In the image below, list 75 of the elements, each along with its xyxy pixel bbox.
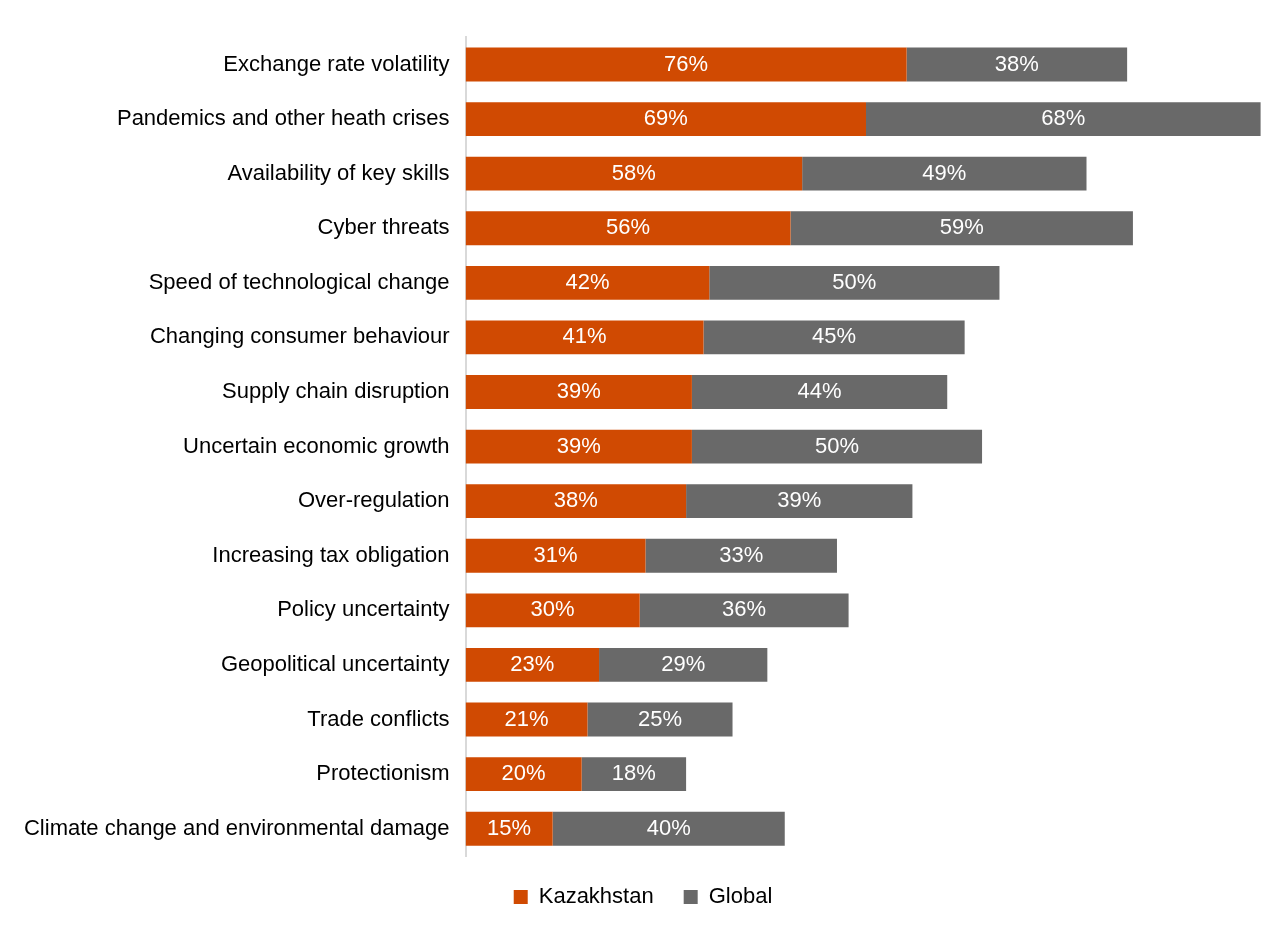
data-label: 15% (487, 814, 532, 840)
y-tick-label: Over-regulation (297, 487, 450, 513)
data-label: 18% (611, 760, 656, 786)
data-label: 39% (556, 378, 601, 404)
data-label: 45% (812, 323, 857, 349)
bar (581, 757, 687, 792)
y-tick-label: Speed of technological change (148, 268, 450, 294)
bar (465, 156, 803, 191)
y-tick-label: Supply chain disruption (222, 378, 450, 404)
y-tick-label: Trade conflicts (307, 705, 450, 731)
bar (465, 375, 692, 409)
bar (645, 538, 837, 573)
data-label: 21% (504, 705, 549, 731)
bar (552, 811, 785, 846)
y-tick-label: Pandemics and other heath crises (116, 105, 450, 131)
data-label: 23% (510, 651, 555, 677)
bar (865, 102, 1261, 136)
y-tick-label: Changing consumer behaviour (149, 323, 450, 349)
data-label: 39% (556, 432, 601, 458)
y-tick-label: Climate change and environmental damage (23, 814, 450, 840)
data-label: 56% (606, 214, 651, 240)
y-tick-label: Policy uncertainty (277, 596, 450, 622)
data-label: 42% (565, 268, 610, 294)
y-tick-label: Geopolitical uncertainty (220, 651, 450, 677)
y-tick-label: Availability of key skills (227, 159, 450, 185)
data-label: 40% (646, 814, 691, 840)
y-tick-label: Protectionism (316, 760, 450, 786)
bar (465, 429, 692, 464)
bar (709, 265, 1000, 300)
data-label: 33% (719, 541, 764, 567)
data-label: 44% (797, 378, 842, 404)
data-label: 58% (611, 159, 656, 185)
bar (906, 47, 1128, 82)
bar (465, 265, 710, 300)
data-label: 30% (530, 596, 575, 622)
bar (686, 484, 913, 519)
data-label: 59% (939, 214, 984, 240)
data-label: 20% (501, 760, 546, 786)
y-tick-label: Increasing tax obligation (212, 541, 450, 567)
data-label: 38% (994, 50, 1039, 76)
bar (465, 47, 907, 82)
data-label: 39% (777, 487, 822, 513)
data-label: 50% (814, 432, 859, 458)
data-label: 38% (553, 487, 598, 513)
bar (587, 702, 733, 737)
data-label: 29% (661, 651, 706, 677)
legend-label: Kazakhstan (538, 883, 654, 909)
bar (802, 156, 1087, 191)
bar (691, 429, 983, 464)
bar (465, 593, 640, 628)
y-tick-label: Cyber threats (317, 214, 450, 240)
data-label: 31% (533, 541, 578, 567)
bar (639, 593, 849, 628)
bar (465, 538, 646, 573)
data-label: 76% (664, 50, 709, 76)
data-label: 50% (832, 268, 877, 294)
bar (790, 211, 1133, 246)
bar (465, 320, 704, 355)
bar (465, 484, 687, 519)
data-label: 36% (722, 596, 767, 622)
bar (465, 102, 866, 136)
data-label: 49% (922, 159, 967, 185)
data-label: 25% (637, 705, 683, 731)
bar (703, 320, 965, 355)
bar (465, 757, 582, 792)
bar (465, 211, 791, 246)
y-tick-label: Uncertain economic growth (183, 432, 450, 458)
y-tick-label: Exchange rate volatility (223, 50, 450, 76)
data-label: 41% (562, 323, 607, 349)
legend-label: Global (708, 883, 773, 909)
data-label: 69% (643, 105, 688, 131)
bar (599, 648, 768, 682)
bar (691, 375, 948, 409)
bar (465, 648, 600, 682)
data-label: 68% (1041, 105, 1086, 131)
